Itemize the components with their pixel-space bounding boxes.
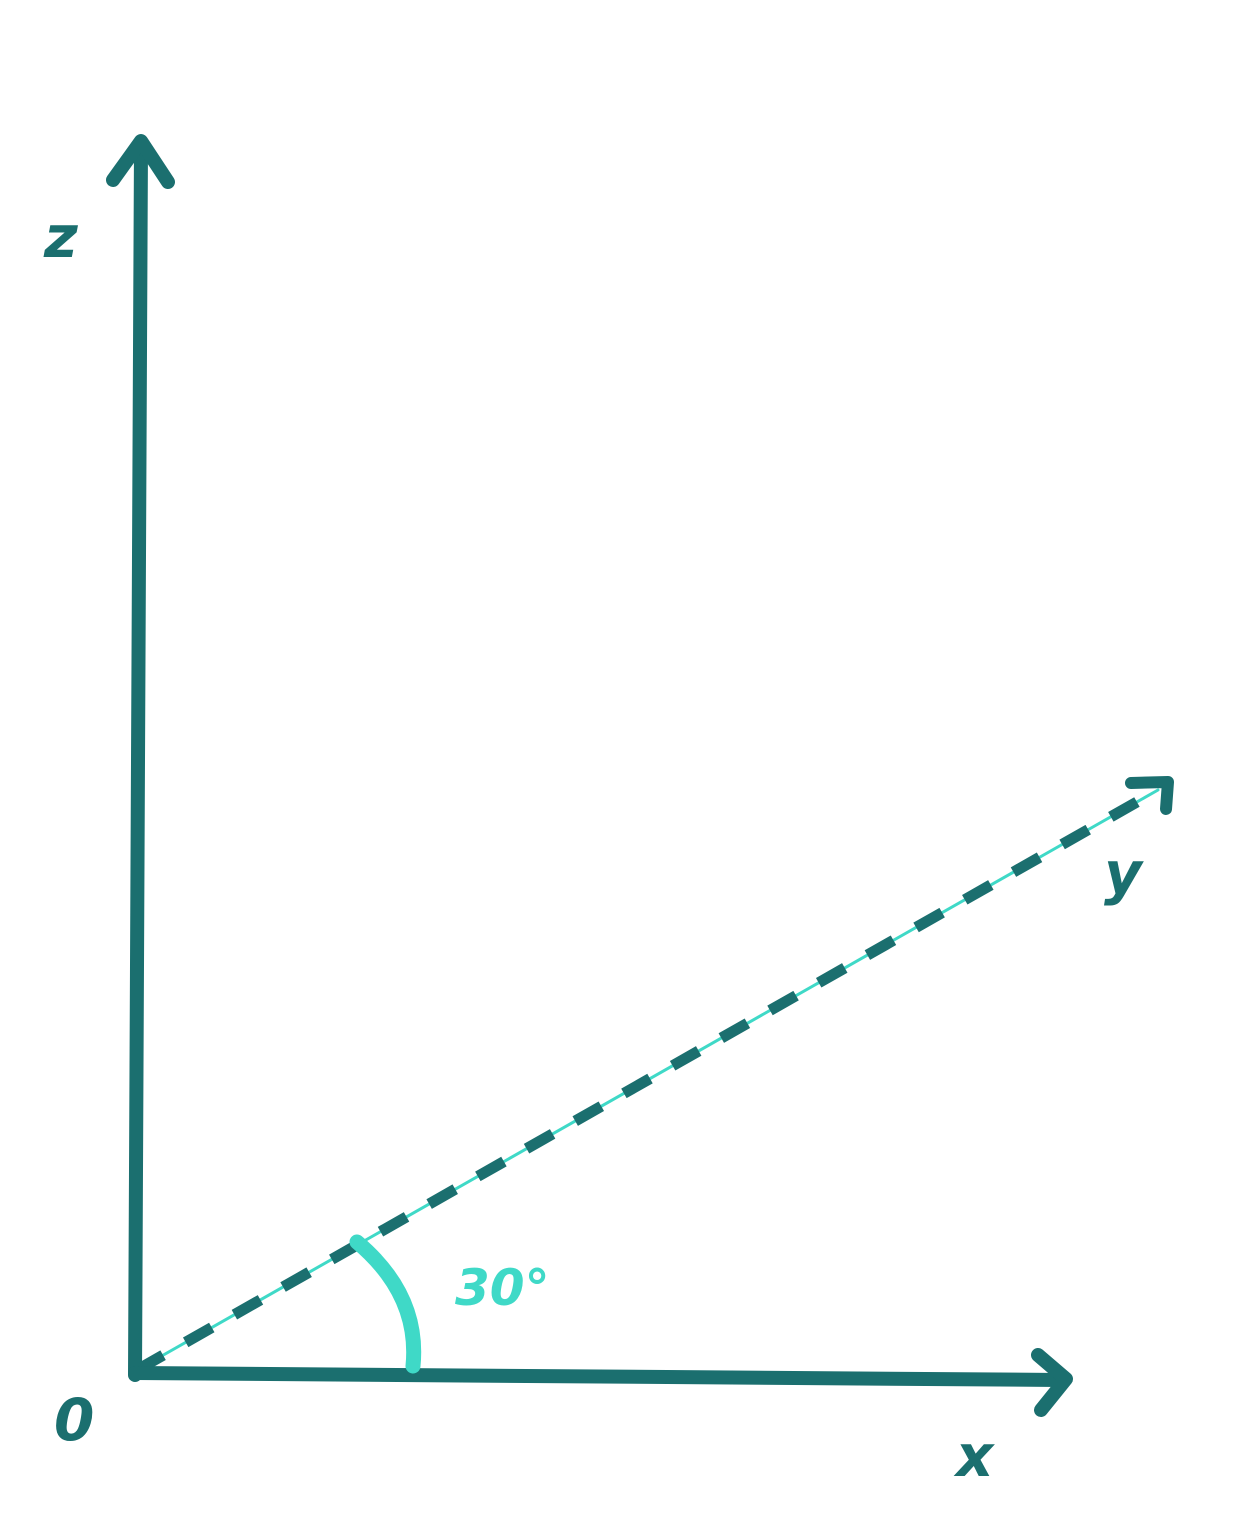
x-axis-arrowhead — [1031, 1348, 1073, 1417]
y-axis-dashed-line — [134, 785, 1161, 1375]
x-axis — [128, 1348, 1073, 1417]
z-axis-line — [128, 138, 148, 1382]
y-axis — [134, 776, 1174, 1375]
y-axis-arrowhead — [1125, 776, 1174, 815]
z-axis-label: z — [43, 203, 78, 271]
angle-label: 30° — [455, 1259, 550, 1317]
x-axis-label: x — [953, 1422, 995, 1490]
y-axis-label: y — [1104, 839, 1144, 907]
x-axis-line — [128, 1366, 1067, 1387]
z-axis-arrowhead — [106, 134, 175, 189]
z-axis — [106, 134, 175, 1382]
origin-label: 0 — [54, 1386, 94, 1454]
angle-arc — [349, 1234, 422, 1374]
